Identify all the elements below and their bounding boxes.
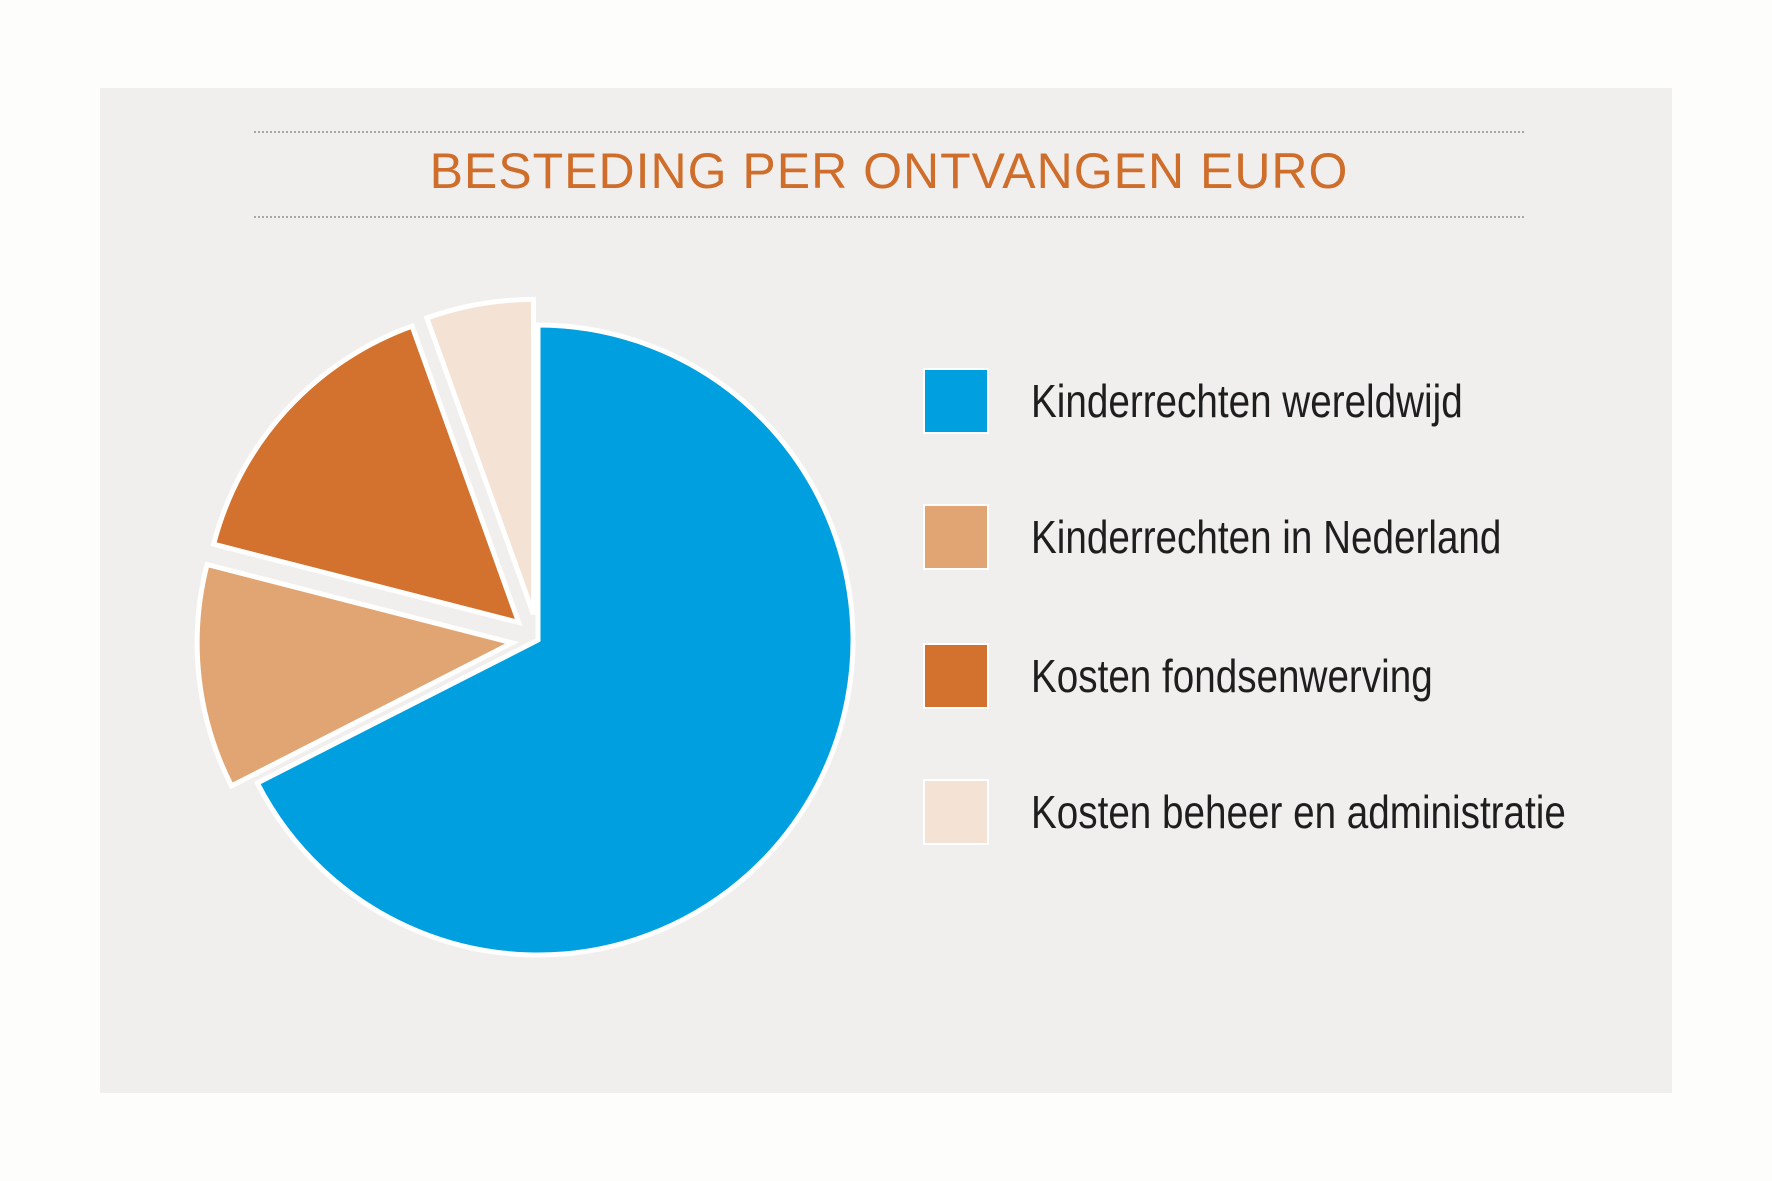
legend-swatch (923, 643, 989, 709)
pie-slice-kinderrechten-in-nederland (194, 561, 520, 790)
legend-swatch (923, 504, 989, 570)
title-rule-top (254, 131, 1524, 133)
legend-item-kinderrechten-in-nederland: Kinderrechten in Nederland (923, 503, 1591, 571)
legend-swatch (923, 779, 989, 845)
legend-label: Kinderrechten in Nederland (1031, 511, 1502, 563)
legend-item-kosten-fondsenwerving: Kosten fondsenwerving (923, 642, 1509, 710)
legend-item-kinderrechten-wereldwijd: Kinderrechten wereldwijd (923, 367, 1545, 435)
legend-item-kosten-beheer-en-administratie: Kosten beheer en administratie (923, 778, 1668, 846)
pie-slice-kosten-beheer-en-administratie (423, 296, 537, 616)
legend-label: Kosten beheer en administratie (1031, 786, 1566, 838)
chart-panel (100, 88, 1672, 1093)
legend-swatch (923, 368, 989, 434)
pie-slice-kosten-fondsenwerving (210, 322, 523, 627)
chart-title: BESTEDING PER ONTVANGEN EURO (429, 143, 1349, 199)
legend-label: Kosten fondsenwerving (1031, 650, 1433, 702)
pie-slice-kinderrechten-wereldwijd (253, 322, 856, 958)
title-rule-bottom (254, 216, 1524, 218)
legend-label: Kinderrechten wereldwijd (1031, 375, 1463, 427)
